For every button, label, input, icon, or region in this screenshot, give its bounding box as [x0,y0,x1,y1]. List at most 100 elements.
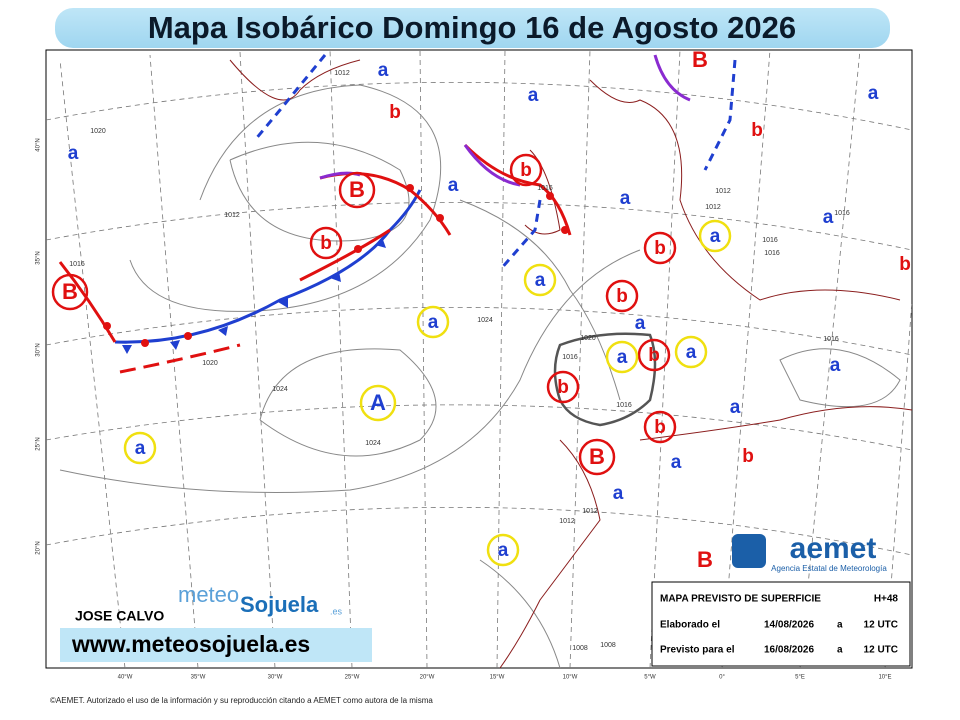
isobar-label: 1012 [582,508,598,515]
high-pressure-center: a [823,207,834,228]
center-ring [605,279,639,313]
center-ring [546,370,580,404]
isobar-label: 1012 [715,188,731,195]
isobar-label: 1020 [90,128,106,135]
longitude-label: 10°W [563,675,578,681]
low-pressure-center: B [349,177,365,202]
iberia-outline [553,332,657,427]
center-ring [605,340,639,374]
info-box-frame [651,581,911,667]
isobar-label: 1012 [705,204,721,211]
low-pressure-center: b [557,377,569,398]
center-ring [509,153,543,187]
longitude-label: 20°W [420,675,435,681]
center-ring [698,219,732,253]
labels-layer: 40°W 35°W 30°W 25°W 20°W 15°W 10°W 5°W 0° 5°E 10°E… [36,47,911,681]
low-pressure-center: b [899,254,911,275]
low-pressure-center: b [742,446,754,467]
isobar-label: 1016 [762,237,778,244]
center-ring [309,226,343,260]
footer: ©AEMET. Autorizado el uso de la informac… [50,696,433,705]
high-pressure-center: a [730,397,741,418]
lead-time: H+48 [874,594,899,605]
longitude-label: 0° [719,675,725,681]
isobar-label: 1012 [334,70,350,77]
info-time: 12 UTC [864,620,898,631]
isobar-label: 1016 [823,336,839,343]
center-ring [643,231,677,265]
isobar-label: 1016 [69,261,85,268]
center-ring [338,171,376,209]
high-pressure-center: a [617,347,628,368]
isobar-label: 1020 [580,335,596,342]
high-pressure-center: a [448,175,459,196]
center-ring [486,533,520,567]
logo-sojuela: Sojuela [240,592,319,617]
author: JOSE CALVO [75,608,164,624]
longitude-label: 15°W [490,675,505,681]
isobar-label: 1012 [224,212,240,219]
aemet-logo: aemet Agencia Estatal de Meteorología [732,532,887,573]
low-pressure-center: B [692,47,708,72]
high-pressure-center: a [635,313,646,334]
coastlines [229,59,913,669]
center-ring [637,338,671,372]
low-pressure-center: b [320,233,332,254]
center-ring [523,263,557,297]
latitude-label: 30°N [36,343,42,356]
low-pressure-center: b [654,417,666,438]
low-pressure-center: b [520,160,532,181]
aemet-name: aemet [790,532,877,565]
title-banner [55,8,890,48]
longitude-label: 25°W [345,675,360,681]
info-date: 14/08/2026 [764,620,814,631]
longitude-label: 40°W [118,675,133,681]
fronts [58,54,737,374]
low-pressure-center: b [654,238,666,259]
warm-front-bumps [103,184,569,347]
longitude-label: 5°W [644,675,656,681]
longitude-label: 30°W [268,675,283,681]
high-pressure-center: a [620,188,631,209]
center-ring [643,410,677,444]
latitude-label: 25°N [36,437,42,450]
high-pressure-center: a [135,438,146,459]
high-pressure-center: a [535,270,546,291]
info-at: a [837,620,843,631]
logo-es: .es [330,606,343,616]
cold-front-teeth [122,237,386,354]
high-pressure-center: a [528,85,539,106]
info-label: Previsto para el [660,645,735,656]
info-at: a [837,645,843,656]
high-pressure-center: a [671,452,682,473]
isobar-label: 1024 [365,440,381,447]
low-pressure-center: B [697,547,713,572]
isobar-label: 1008 [600,642,616,649]
low-pressure-center: b [389,102,401,123]
center-ring [674,335,708,369]
isobar-label: 1016 [616,402,632,409]
high-pressure-center: a [68,143,79,164]
latitude-label: 40°N [36,138,42,151]
info-date: 16/08/2026 [764,645,814,656]
low-pressure-center: b [648,345,660,366]
info-title: MAPA PREVISTO DE SUPERFICIE [660,594,821,605]
high-pressure-center: a [378,60,389,81]
title: Mapa Isobárico Domingo 16 de Agosto 2026 [148,10,796,45]
latitude-label: 20°N [36,541,42,554]
website: www.meteosojuela.es [71,631,310,657]
center-ring [359,384,397,422]
isobar-label: 1008 [572,645,588,652]
high-pressure-center: a [868,83,879,104]
longitude-label: 10°E [878,675,891,681]
longitude-label: 35°W [191,675,206,681]
high-pressure-center: a [710,226,721,247]
info-box: MAPA PREVISTO DE SUPERFICIE H+48 Elabora… [651,581,911,667]
isobar-label: 1016 [537,185,553,192]
isobar-label: 1016 [764,250,780,257]
high-pressure-center: a [428,312,439,333]
high-pressure-center: a [613,483,624,504]
isobar-label: 1024 [272,386,288,393]
